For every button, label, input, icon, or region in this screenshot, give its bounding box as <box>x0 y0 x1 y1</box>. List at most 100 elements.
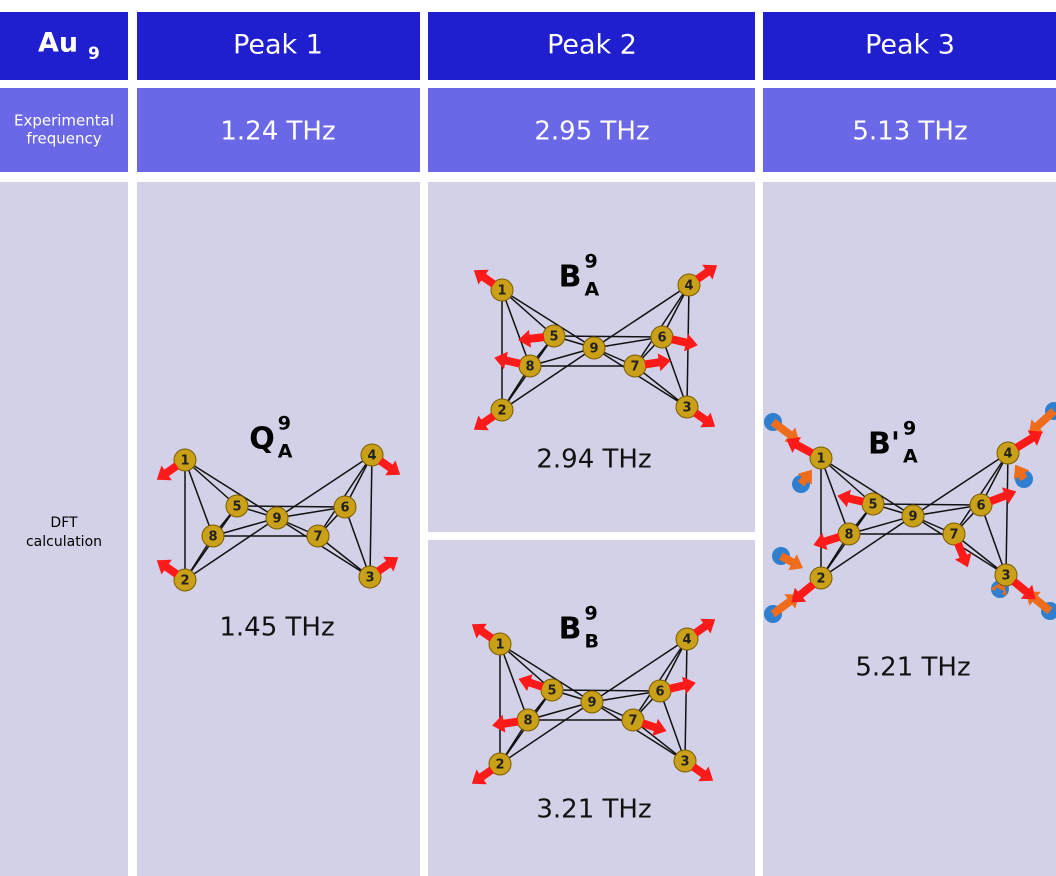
arrow <box>1013 464 1030 482</box>
atom-label: 4 <box>684 279 693 294</box>
mode-symbol: Q <box>249 422 275 457</box>
mode-sub: A <box>278 441 293 463</box>
atom <box>358 565 382 589</box>
arrow <box>770 418 800 442</box>
corner-symbol: Au <box>38 28 78 59</box>
arrow <box>954 541 972 568</box>
dft-cell <box>0 182 128 876</box>
atom-label: 1 <box>180 454 189 469</box>
bond <box>184 459 214 537</box>
atom <box>942 522 966 546</box>
bond <box>499 643 593 703</box>
atom <box>675 395 699 419</box>
molecule: 1 2 3 4 5 6 7 8 9 <box>156 443 401 592</box>
bond <box>820 457 914 517</box>
column-header: Peak 2 <box>547 30 637 61</box>
atom-label: 2 <box>497 404 506 419</box>
bond <box>499 643 553 691</box>
atom <box>673 749 697 773</box>
bond <box>684 638 688 762</box>
bond <box>184 459 238 507</box>
bond <box>551 689 661 692</box>
bond <box>820 457 874 505</box>
mode-sup: 9 <box>584 603 597 625</box>
arrow <box>988 487 1017 506</box>
header-cell <box>428 12 755 80</box>
atom <box>809 446 833 470</box>
bond <box>501 289 555 337</box>
atom-label: 8 <box>523 714 532 729</box>
row-label: DFT <box>50 515 78 531</box>
row-label: Experimental <box>14 112 114 130</box>
header-cell <box>763 12 1056 80</box>
atom-label: 4 <box>1003 447 1012 462</box>
bond <box>184 517 278 581</box>
bond <box>344 506 371 578</box>
arrow <box>1028 408 1056 435</box>
arrow <box>1011 578 1036 600</box>
atom-label: 7 <box>630 360 639 375</box>
column-header: Peak 3 <box>865 30 955 61</box>
atom <box>996 441 1020 465</box>
atom-label: 3 <box>365 571 374 586</box>
mode-frequency: 2.94 THz <box>536 445 651 475</box>
atom <box>490 278 514 302</box>
arrow <box>518 674 544 692</box>
atom <box>360 443 384 467</box>
arrow <box>786 437 815 457</box>
atom <box>809 566 833 590</box>
mode-sup: 9 <box>278 413 291 435</box>
bond <box>276 517 371 578</box>
mode-frequency: 1.45 THz <box>219 613 334 643</box>
atom <box>173 568 197 592</box>
exp-cell <box>763 88 1056 172</box>
atom-label: 5 <box>547 684 556 699</box>
bond <box>912 452 1009 517</box>
atom <box>488 632 512 656</box>
arrow <box>791 581 816 603</box>
atom <box>490 398 514 422</box>
exp-cell <box>428 88 755 172</box>
arrow <box>375 556 399 575</box>
molecule: 1 2 3 4 5 6 7 8 9 <box>471 618 716 785</box>
mode-sub: A <box>903 446 918 468</box>
atom-label: 9 <box>272 512 281 527</box>
arrow <box>837 489 865 508</box>
arrow <box>694 264 718 283</box>
header-cell <box>0 12 128 80</box>
atom-label: 7 <box>628 714 637 729</box>
exp-value: 5.13 THz <box>852 117 967 147</box>
arrow <box>668 676 696 695</box>
arrow <box>377 457 401 476</box>
arrow <box>644 353 671 372</box>
atom <box>225 494 249 518</box>
bond <box>236 505 346 508</box>
exp-cell <box>0 88 128 172</box>
dft-cell <box>763 182 1056 876</box>
atom <box>201 524 225 548</box>
atom <box>675 627 699 651</box>
atom <box>582 336 606 360</box>
bond <box>591 701 686 762</box>
atom <box>333 495 357 519</box>
mode-sup: 9 <box>584 251 597 273</box>
bond <box>661 336 688 408</box>
arrow <box>473 269 497 288</box>
atom <box>580 690 604 714</box>
arrow <box>156 559 180 578</box>
mode-symbol: B' <box>868 427 900 462</box>
bond <box>501 289 531 367</box>
row-label: frequency <box>26 130 101 148</box>
atom <box>677 273 701 297</box>
atom-label: 4 <box>367 449 376 464</box>
mode-sub: B <box>584 631 598 653</box>
corner-sub: 9 <box>88 44 100 64</box>
arrow <box>1014 430 1043 452</box>
atom-label: 4 <box>682 633 691 648</box>
bond <box>593 347 688 408</box>
atom-label: 3 <box>680 755 689 770</box>
bond <box>659 690 686 762</box>
atom-label: 1 <box>816 452 825 467</box>
atom-label: 8 <box>208 530 217 545</box>
